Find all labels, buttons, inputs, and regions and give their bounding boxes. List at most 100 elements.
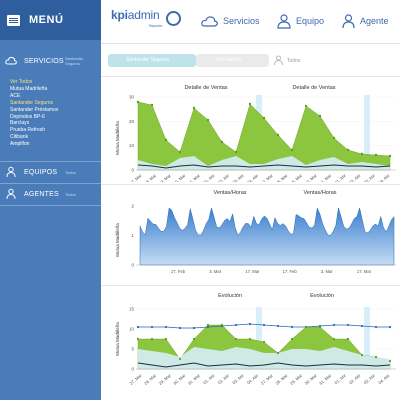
x-tick-label: 17. Mar — [245, 269, 260, 274]
x-tick-label: 31. Mar — [318, 373, 333, 386]
filter-chip-servicio[interactable]: Santander Seguros — [108, 54, 196, 67]
x-tick-label: 28. Mar — [274, 173, 289, 182]
filter-chip-vinculacion[interactable]: Vinculación — [196, 54, 269, 67]
sidebar: MENÚ SERVICIOS Santander Seguros Ver Tod… — [0, 0, 101, 400]
x-tick-label: 30. Mar — [172, 173, 187, 182]
x-tick-label: 02. Abr — [348, 373, 362, 386]
x-tick-label: 3. Mar — [209, 269, 221, 274]
sidebar-divider — [0, 161, 101, 162]
y-tick-label: 0 — [131, 367, 134, 372]
sidebar-section-equipos[interactable]: EQUIPOS Todos — [0, 164, 101, 180]
x-tick-label: 29. Mar — [289, 373, 304, 386]
filter-chip-label: Vinculación — [216, 57, 242, 63]
chart-title: Detalle de Ventas — [292, 85, 335, 91]
x-tick-label: 04. Abr — [377, 373, 391, 386]
trend-point — [346, 323, 350, 327]
trend-point — [234, 323, 238, 327]
top-bar: kpiadmin Reporter Servicios Equipo Agent… — [101, 0, 400, 44]
service-item[interactable]: Depósitos BP-6 — [10, 113, 45, 120]
y-axis-label: Mutua Madrileña — [115, 223, 120, 257]
data-point — [206, 118, 210, 122]
nav-servicios-label: Servicios — [223, 16, 260, 26]
service-item-active[interactable]: Santander Seguros — [10, 99, 54, 106]
cloud-icon — [5, 56, 17, 65]
sidebar-section-servicios[interactable]: SERVICIOS Santander Seguros — [0, 54, 101, 68]
x-tick-label: 27. Mar — [260, 173, 275, 182]
green-area-series — [137, 101, 391, 171]
filter-todos[interactable]: Todos — [287, 58, 301, 64]
x-tick-label: 03. Abr — [363, 173, 377, 182]
data-point — [346, 148, 350, 152]
data-point — [248, 337, 252, 341]
user-icon — [342, 13, 355, 28]
data-point — [178, 150, 182, 154]
service-item[interactable]: Ver Todos — [10, 79, 33, 85]
data-point — [374, 153, 378, 157]
x-ticks: 27. Mar 28. Mar 29. Mar 30. Mar 31. Mar 01. A… — [129, 173, 392, 182]
gauge-icon — [166, 11, 181, 26]
data-point — [262, 116, 266, 120]
x-tick-label: 31. Mar — [318, 173, 333, 182]
blue-area-series — [139, 207, 395, 266]
data-point — [164, 138, 168, 142]
y-ticks: 0 5 10 15 — [129, 307, 135, 372]
y-tick-label: 2 — [131, 204, 134, 209]
x-tick-label: 03. Abr — [363, 373, 377, 386]
x-tick-label: 27. Mar — [260, 373, 275, 386]
x-tick-label: 29. Mar — [289, 173, 304, 182]
data-point — [178, 357, 182, 361]
x-tick-label: 01. Abr — [333, 373, 347, 386]
chart-title: Ventas/Horas — [213, 190, 246, 196]
highlight-band — [256, 307, 262, 369]
x-tick-label: 02. Abr — [348, 173, 362, 182]
user-icon[interactable] — [274, 55, 283, 66]
hamburger-icon[interactable] — [7, 14, 20, 26]
service-item[interactable]: Amplifon — [10, 141, 30, 148]
data-point — [304, 104, 308, 108]
x-tick-label: 31. Mar — [187, 173, 202, 182]
data-point — [192, 106, 196, 110]
x-tick-label: 17. Mar — [357, 269, 372, 274]
data-point — [332, 136, 336, 140]
service-item[interactable]: Citibank — [10, 134, 29, 141]
menu-header[interactable]: MENÚ — [0, 0, 101, 40]
nav-equipo[interactable]: Equipo — [277, 12, 324, 30]
x-tick-label: 28. Mar — [274, 373, 289, 386]
x-tick-label: 01. Abr — [202, 173, 216, 182]
data-point — [262, 340, 266, 344]
y-tick-label: 10 — [129, 327, 135, 332]
service-item[interactable]: Santander Préstamos — [10, 106, 59, 113]
x-ticks: 17. Feb 3. Mar 17. Mar 17. Feb 3. Mar 17. Mar — [171, 269, 372, 274]
trend-point — [248, 322, 252, 326]
trend-point — [136, 325, 140, 329]
x-tick-label: 3. Mar — [321, 269, 333, 274]
trend-point — [374, 325, 378, 329]
trend-point — [178, 326, 182, 330]
panel-divider — [101, 285, 400, 286]
chart-title: Detalle de Ventas — [184, 85, 227, 91]
x-tick-label: 17. Feb — [171, 269, 186, 274]
data-points — [136, 322, 392, 363]
nav-agente[interactable]: Agente — [342, 12, 389, 30]
trend-point — [192, 326, 196, 330]
y-axis-label: Mutua Madrileña — [115, 121, 120, 155]
service-item[interactable]: Mutua Madrileña — [10, 85, 48, 92]
trend-point — [150, 325, 154, 329]
user-icon — [6, 188, 16, 200]
data-point — [346, 337, 350, 341]
x-tick-label: 17. Feb — [282, 269, 297, 274]
data-point — [150, 103, 154, 107]
nav-servicios[interactable]: Servicios — [201, 12, 260, 30]
sidebar-section-agentes[interactable]: AGENTES Todos — [0, 186, 101, 202]
dark-line-series — [137, 362, 391, 368]
service-item[interactable]: ACE — [10, 92, 21, 99]
y-axis-label: Mutua Madrileña — [115, 322, 120, 356]
kpiadmin-logo[interactable]: kpiadmin Reporter — [111, 8, 181, 34]
data-point — [234, 150, 238, 154]
y-tick-label: 1 — [131, 233, 134, 238]
x-tick-label: 31. Mar — [187, 373, 202, 386]
service-item[interactable]: Prueba Refresh — [10, 127, 46, 134]
service-item[interactable]: Barclays — [10, 120, 30, 127]
y-tick-label: 30 — [129, 95, 135, 100]
lightblue-area-series — [138, 347, 390, 369]
